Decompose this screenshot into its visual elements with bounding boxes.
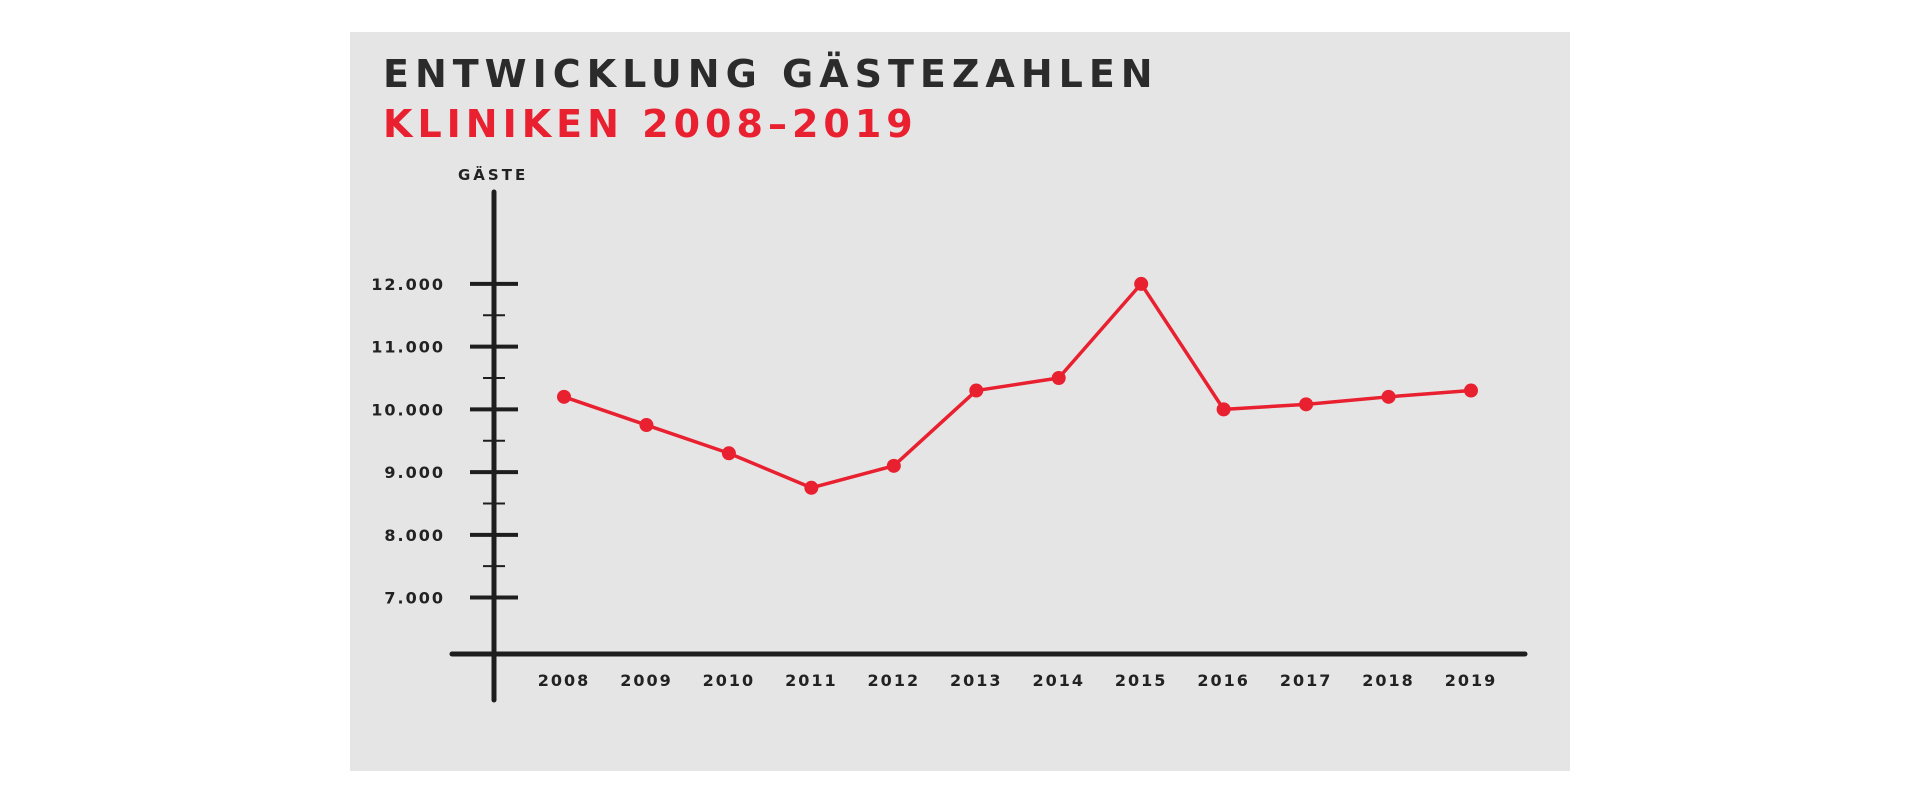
data-point [721,446,736,461]
series [557,276,1478,495]
data-point [969,383,984,398]
data-point [1299,397,1314,412]
series-line [563,282,1472,490]
x-tick-label: 2014 [1032,671,1085,690]
y-ticks: 7.000 8.000 9.000 10.000 11.000 12.000 [371,275,518,608]
x-tick-label: 2011 [785,671,838,690]
x-tick-label: 2019 [1445,671,1498,690]
data-point [886,458,901,473]
x-tick-label: 2015 [1115,671,1168,690]
x-tick-label: 2017 [1280,671,1333,690]
x-tick-label: 2012 [868,671,921,690]
chart-panel [350,32,1570,771]
y-tick-label: 8.000 [384,526,445,545]
x-tick-label: 2016 [1197,671,1250,690]
x-tick-label: 2009 [620,671,673,690]
data-point [804,480,819,495]
data-point [1381,389,1396,404]
y-tick-label: 7.000 [384,589,445,608]
data-point [1216,402,1231,417]
chart-subtitle: KLINIKEN 2008–2019 [383,102,918,146]
x-tick-label: 2010 [703,671,756,690]
y-tick-label: 11.000 [371,338,445,357]
data-point [639,418,654,433]
x-tick-label: 2018 [1362,671,1415,690]
x-ticks: 2008 2009 2010 2011 2012 2013 2014 2015 2016 2017… [538,671,1498,690]
data-point [1134,276,1149,291]
y-tick-label: 10.000 [371,400,445,419]
y-tick-label: 9.000 [384,463,445,482]
axes [449,189,1528,703]
data-point [1051,371,1066,385]
y-axis-label: GÄSTE [458,165,528,184]
data-point [1464,383,1478,398]
x-tick-label: 2013 [950,671,1003,690]
chart-title: ENTWICKLUNG GÄSTEZAHLEN [383,52,1159,96]
data-point [557,389,571,404]
y-tick-label: 12.000 [371,275,445,294]
x-tick-label: 2008 [538,671,591,690]
